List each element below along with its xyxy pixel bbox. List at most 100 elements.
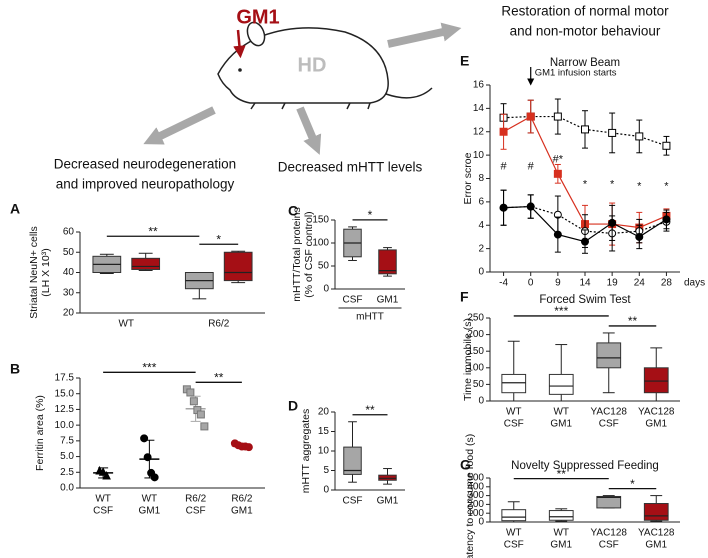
bracket-label: ** — [148, 224, 158, 238]
x-tick-label: YAC128 — [590, 528, 627, 539]
x-tick-label: WT — [142, 494, 158, 505]
significance: * — [637, 181, 642, 193]
x-tick-label: GM1 — [645, 540, 667, 551]
x-tick-label: CSF — [599, 419, 619, 430]
annotation: GM1 infusion starts — [535, 68, 617, 79]
outcome-text: and non-motor behaviour — [510, 24, 661, 39]
y-tick-label: 0 — [478, 517, 484, 528]
outcome-arrow — [296, 106, 322, 155]
y-tick-label: 15.0 — [55, 388, 75, 399]
significance: # — [501, 161, 508, 173]
point — [553, 169, 562, 178]
y-tick-label: 200 — [467, 329, 484, 340]
x-tick-label: CSF — [343, 496, 363, 507]
y-tick-label: 400 — [467, 481, 484, 492]
box — [501, 373, 527, 394]
y-tick-label: 100 — [312, 238, 329, 249]
x-tick-label: YAC128 — [638, 528, 675, 539]
y-tick-label: 20 — [63, 308, 75, 319]
bracket-label: *** — [142, 360, 156, 374]
significance: * — [583, 178, 588, 190]
box — [378, 249, 397, 275]
point — [553, 112, 562, 121]
y-tick-label: 250 — [467, 313, 484, 324]
box — [501, 509, 527, 522]
point — [244, 443, 253, 452]
x-tick-label: 28 — [661, 278, 673, 289]
chart-title: Forced Swim Test — [539, 294, 631, 306]
bracket-label: *** — [554, 304, 568, 318]
outcome-text: and improved neuropathology — [56, 177, 235, 192]
y-tick-label: 5.0 — [60, 451, 74, 462]
y-tick-label: 0 — [323, 485, 329, 496]
x-tick-label: 19 — [607, 278, 619, 289]
point — [98, 467, 108, 476]
outcome-text: Decreased neurodegeneration — [54, 157, 236, 172]
point — [635, 232, 644, 241]
point — [581, 237, 589, 246]
x-tick-label: GM1 — [139, 506, 161, 517]
x-tick-label: GM1 — [550, 419, 572, 430]
x-tick-label: CSF — [504, 419, 524, 430]
x-tick-label: 14 — [579, 278, 591, 289]
agent-label: GM1 — [236, 6, 279, 28]
y-tick-label: 0 — [323, 284, 329, 295]
x-tick-label: WT — [553, 407, 569, 418]
mouse-tail — [385, 87, 433, 99]
box — [343, 446, 362, 475]
y-tick-label: 50 — [318, 261, 330, 272]
panel-letter: E — [460, 53, 469, 69]
outcome-text: Decreased mHTT levels — [278, 160, 423, 175]
y-tick-label: 40 — [63, 267, 75, 278]
y-axis-label: (LH X 10³) — [40, 248, 52, 296]
x-tick-label: R6/2 — [185, 494, 207, 505]
y-tick-label: 150 — [312, 215, 329, 226]
x-tick-label: GM1 — [377, 496, 399, 507]
y-axis-label: mHTT/Total proteins — [291, 207, 303, 302]
outcome-arrow — [143, 106, 216, 145]
box — [548, 373, 574, 395]
point — [150, 473, 159, 482]
x-tick-label: CSF — [599, 540, 619, 551]
x-tick-label: WT — [118, 319, 134, 330]
significance: #* — [553, 154, 564, 166]
x-tick-label: 24 — [634, 278, 646, 289]
mouse-eye — [238, 68, 242, 72]
mouse-ear — [246, 21, 266, 47]
y-axis-label: Striatal NeuN+ cells — [28, 226, 40, 319]
x-tick-label: CSF — [93, 506, 113, 517]
point — [189, 397, 198, 406]
bracket-label: ** — [557, 467, 567, 481]
y-axis-label: (% of CSF control) — [303, 211, 315, 297]
point — [581, 125, 589, 134]
panel-letter: D — [288, 398, 298, 414]
y-tick-label: 7.5 — [60, 435, 74, 446]
y-tick-label: 12 — [473, 126, 485, 137]
x-tick-label: GM1 — [231, 506, 253, 517]
x-axis-label: days — [684, 278, 705, 289]
y-tick-label: 60 — [63, 227, 75, 238]
y-tick-label: 0 — [478, 267, 484, 278]
significance: * — [610, 178, 615, 190]
agent-arrow — [233, 29, 246, 59]
y-axis-label: Latency to consume food (s) — [464, 434, 476, 558]
box — [548, 510, 574, 521]
x-tick-label: GM1 — [645, 419, 667, 430]
panel-letter: C — [288, 203, 298, 219]
y-tick-label: 14 — [473, 103, 485, 114]
y-tick-label: 10 — [473, 150, 485, 161]
point — [526, 112, 535, 121]
box — [643, 503, 669, 521]
box — [643, 367, 669, 394]
x-tick-label: R6/2 — [231, 494, 253, 505]
point — [186, 388, 195, 397]
y-tick-label: 2.5 — [60, 467, 74, 478]
point — [608, 218, 617, 227]
point — [608, 128, 617, 137]
point — [143, 453, 152, 462]
y-axis-label: Time immobile (s) — [462, 318, 474, 401]
box — [131, 257, 161, 270]
chart-title: Novelty Suppressed Feeding — [511, 460, 659, 472]
